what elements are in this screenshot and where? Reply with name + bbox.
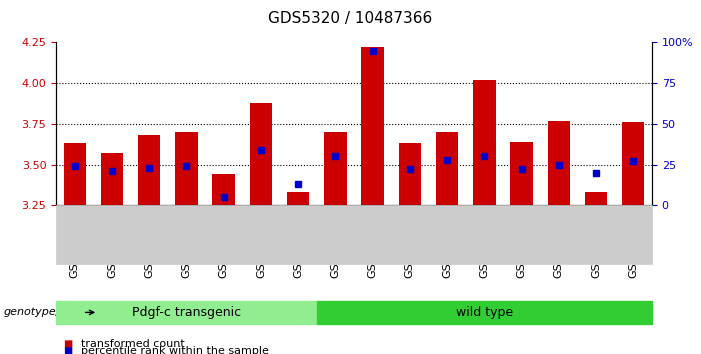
Text: percentile rank within the sample: percentile rank within the sample (81, 346, 268, 354)
Bar (510, 142, 533, 205)
Bar (250, 103, 272, 205)
Text: Pdgf-c transgenic: Pdgf-c transgenic (132, 306, 241, 319)
Text: GDS5320 / 10487366: GDS5320 / 10487366 (268, 11, 433, 25)
Bar (287, 192, 309, 205)
Bar (399, 143, 421, 205)
Text: genotype/variation: genotype/variation (4, 307, 109, 318)
Bar (175, 132, 198, 205)
Bar (324, 132, 346, 205)
Text: transformed count: transformed count (81, 339, 184, 349)
Bar (436, 132, 458, 205)
Text: ■: ■ (63, 339, 72, 349)
Bar (473, 80, 496, 205)
Bar (585, 192, 607, 205)
Bar (362, 47, 384, 205)
Bar (547, 121, 570, 205)
Bar (212, 175, 235, 205)
Text: wild type: wild type (456, 306, 513, 319)
Bar (101, 153, 123, 205)
Bar (138, 135, 161, 205)
Text: ■: ■ (63, 346, 72, 354)
Bar (64, 143, 86, 205)
Bar (622, 122, 644, 205)
